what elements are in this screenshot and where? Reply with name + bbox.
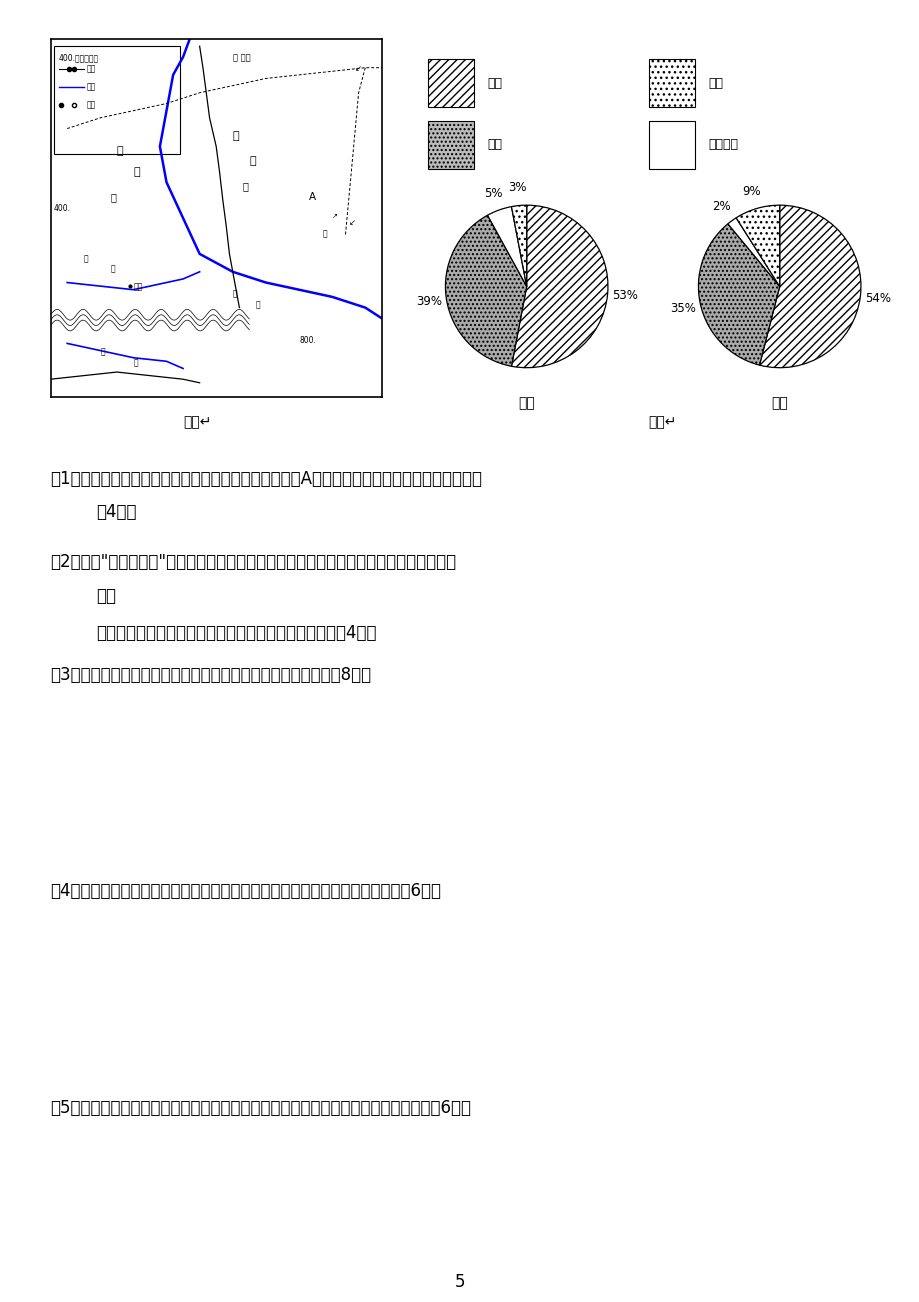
Text: 西: 西 (133, 167, 140, 177)
Text: 9%: 9% (742, 185, 761, 198)
Text: （4分）: （4分） (96, 504, 137, 521)
Text: 图甲↵: 图甲↵ (184, 415, 211, 428)
Text: ↙: ↙ (355, 64, 362, 73)
Text: 河: 河 (255, 301, 260, 310)
Text: 黄: 黄 (233, 290, 237, 299)
Text: 建设用地: 建设用地 (708, 138, 738, 151)
Text: （5）指出山西省北部省界的走向特点，并分析说明该界线两侧农业生产方式的差异。（6分）: （5）指出山西省北部省界的走向特点，并分析说明该界线两侧农业生产方式的差异。（6… (51, 1099, 471, 1117)
Text: ↗: ↗ (332, 214, 337, 219)
Text: 5%: 5% (483, 186, 502, 199)
Text: A: A (309, 193, 316, 202)
Text: 山西: 山西 (517, 396, 535, 410)
Text: 造是: 造是 (96, 587, 117, 604)
Text: 陕西: 陕西 (770, 396, 788, 410)
Text: 江: 江 (133, 358, 138, 367)
Text: 54%: 54% (864, 293, 891, 306)
Text: 林地: 林地 (487, 138, 502, 151)
Text: 400.: 400. (54, 204, 71, 214)
Text: 山: 山 (322, 229, 326, 238)
Text: 汉: 汉 (100, 348, 105, 357)
Text: 山: 山 (233, 132, 239, 142)
Text: ↙: ↙ (348, 219, 356, 228)
Wedge shape (735, 206, 779, 286)
Bar (648, 121, 694, 168)
Text: 河流: 河流 (87, 82, 96, 91)
Wedge shape (487, 207, 527, 286)
Text: （3）从耕地利用状况分析两省可能产生的主要生态环境问题。（8分）: （3）从耕地利用状况分析两省可能产生的主要生态环境问题。（8分） (51, 665, 371, 684)
Text: 西: 西 (249, 156, 255, 167)
Text: 耕地: 耕地 (487, 77, 502, 90)
Wedge shape (445, 215, 527, 366)
Text: （4）春旱是威胁渭河平原的主要气象灾害之一，试分析春旱频发的自然原因。（6分）: （4）春旱是威胁渭河平原的主要气象灾害之一，试分析春旱频发的自然原因。（6分） (51, 883, 441, 901)
Text: （2）素有"八百里秦川"的渭河平原是该区域重要的耕作业区，形成渭河平原的主要地质构: （2）素有"八百里秦川"的渭河平原是该区域重要的耕作业区，形成渭河平原的主要地质… (51, 553, 456, 572)
Bar (54, 46, 179, 154)
Wedge shape (759, 206, 860, 367)
Wedge shape (511, 206, 607, 367)
Text: 草地: 草地 (708, 77, 722, 90)
Wedge shape (727, 217, 779, 286)
Wedge shape (511, 206, 527, 286)
Text: （1）图甲中西安所属的自然带是＿＿＿＿＿＿＿＿＿，A所在的地形区是＿＿＿＿＿＿＿＿＿。: （1）图甲中西安所属的自然带是＿＿＿＿＿＿＿＿＿，A所在的地形区是＿＿＿＿＿＿＿… (51, 470, 482, 488)
Text: 400.年降水里线: 400.年降水里线 (59, 53, 99, 62)
Text: 渭: 渭 (84, 254, 88, 263)
Text: 800.: 800. (299, 336, 315, 345)
Text: 省: 省 (243, 181, 248, 191)
Bar (648, 59, 694, 107)
Text: 西安: 西安 (133, 283, 142, 292)
Text: ＿＿＿＿＿＿＿＿，主要外力作用是＿＿＿＿＿＿＿。（4分）: ＿＿＿＿＿＿＿＿，主要外力作用是＿＿＿＿＿＿＿。（4分） (96, 624, 377, 642)
Text: 3%: 3% (507, 181, 526, 194)
Text: 省界: 省界 (87, 64, 96, 73)
Bar (427, 59, 473, 107)
Text: 5: 5 (454, 1273, 465, 1292)
Text: 陕: 陕 (117, 146, 123, 156)
Text: 35%: 35% (669, 302, 695, 315)
Bar (427, 121, 473, 168)
Text: 省: 省 (110, 193, 116, 202)
Text: 内 蒙古: 内 蒙古 (233, 53, 250, 62)
Wedge shape (698, 224, 779, 365)
Text: 39%: 39% (415, 296, 441, 309)
Text: 图乙↵: 图乙↵ (648, 415, 675, 428)
Text: 河: 河 (110, 264, 115, 273)
Text: 2%: 2% (711, 199, 730, 212)
Text: 城市: 城市 (87, 100, 96, 109)
Text: 53%: 53% (612, 289, 638, 302)
